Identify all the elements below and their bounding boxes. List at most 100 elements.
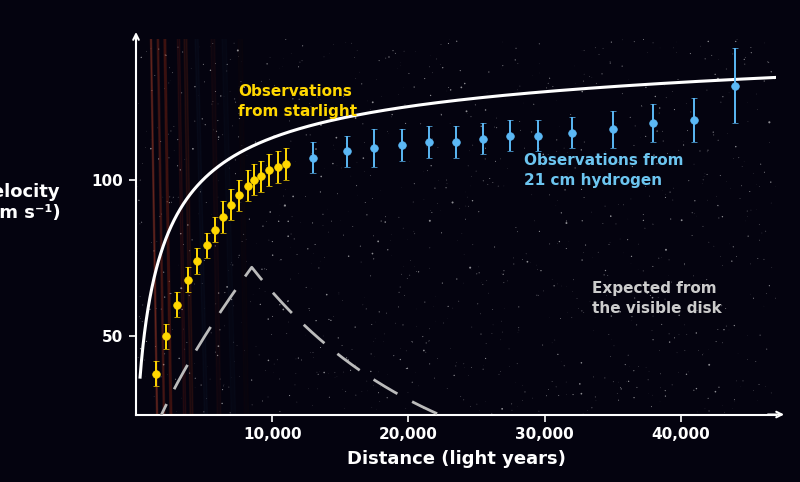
Point — [150, 238, 163, 245]
Point — [272, 217, 285, 225]
Point — [561, 148, 574, 156]
Point — [167, 193, 180, 201]
Point — [770, 295, 782, 302]
Point — [462, 162, 474, 170]
Point — [702, 38, 714, 45]
Point — [526, 128, 538, 136]
Point — [345, 172, 358, 180]
Point — [729, 46, 742, 54]
Point — [576, 217, 589, 225]
Point — [322, 370, 334, 377]
Point — [250, 343, 262, 350]
Point — [548, 282, 561, 290]
Point — [723, 240, 736, 248]
Point — [366, 403, 378, 411]
Point — [281, 160, 294, 167]
Point — [662, 149, 674, 157]
Point — [753, 381, 766, 388]
Point — [511, 329, 524, 336]
Point — [606, 179, 619, 187]
Point — [528, 217, 541, 225]
Point — [602, 331, 615, 338]
Point — [517, 99, 530, 107]
Point — [177, 325, 190, 333]
Point — [444, 86, 457, 94]
Point — [590, 298, 602, 306]
Point — [300, 283, 313, 291]
Point — [228, 40, 241, 47]
Point — [604, 58, 617, 66]
Point — [154, 138, 167, 146]
Point — [732, 350, 745, 358]
Point — [410, 268, 423, 276]
Point — [161, 198, 174, 206]
Point — [200, 395, 213, 402]
Point — [334, 216, 346, 224]
Point — [182, 221, 194, 229]
Point — [210, 300, 222, 308]
Point — [327, 141, 340, 149]
Point — [604, 212, 617, 220]
Point — [311, 385, 324, 393]
Point — [712, 136, 725, 144]
Point — [254, 180, 266, 187]
Point — [646, 263, 659, 270]
Point — [348, 54, 361, 62]
Point — [367, 382, 380, 389]
Point — [349, 323, 362, 331]
Point — [306, 348, 319, 356]
Point — [221, 283, 234, 291]
Point — [412, 268, 425, 276]
Point — [511, 228, 524, 236]
Point — [714, 98, 727, 106]
Point — [499, 95, 512, 103]
Point — [750, 358, 762, 365]
Point — [285, 50, 298, 57]
Point — [136, 160, 149, 168]
Point — [282, 232, 294, 240]
Point — [366, 195, 378, 202]
Point — [453, 139, 466, 147]
Point — [664, 188, 677, 196]
Point — [198, 305, 211, 312]
Point — [624, 113, 637, 121]
Point — [646, 327, 658, 335]
Point — [262, 236, 275, 244]
Point — [409, 262, 422, 270]
Point — [599, 267, 612, 274]
Point — [428, 374, 441, 382]
Point — [294, 58, 306, 66]
Point — [410, 305, 423, 313]
Point — [306, 402, 319, 409]
Point — [622, 377, 635, 385]
Point — [196, 280, 209, 287]
Point — [299, 193, 312, 201]
Point — [178, 345, 191, 353]
Point — [712, 56, 725, 64]
Point — [192, 210, 205, 218]
Point — [152, 155, 165, 163]
Point — [290, 251, 303, 258]
Point — [738, 55, 750, 63]
Point — [355, 80, 368, 88]
Point — [632, 362, 645, 370]
Point — [260, 162, 273, 170]
Point — [386, 111, 398, 119]
Point — [474, 310, 487, 318]
Point — [227, 302, 240, 310]
Point — [440, 184, 453, 191]
Point — [150, 305, 162, 312]
Point — [314, 344, 327, 351]
Point — [374, 217, 387, 225]
Point — [235, 142, 248, 149]
Point — [465, 266, 478, 273]
Point — [742, 118, 754, 126]
Point — [305, 103, 318, 110]
Point — [572, 305, 585, 312]
Point — [533, 407, 546, 415]
Point — [279, 186, 292, 193]
Point — [408, 180, 421, 187]
Point — [678, 321, 691, 329]
Point — [132, 100, 145, 107]
Point — [327, 40, 340, 48]
